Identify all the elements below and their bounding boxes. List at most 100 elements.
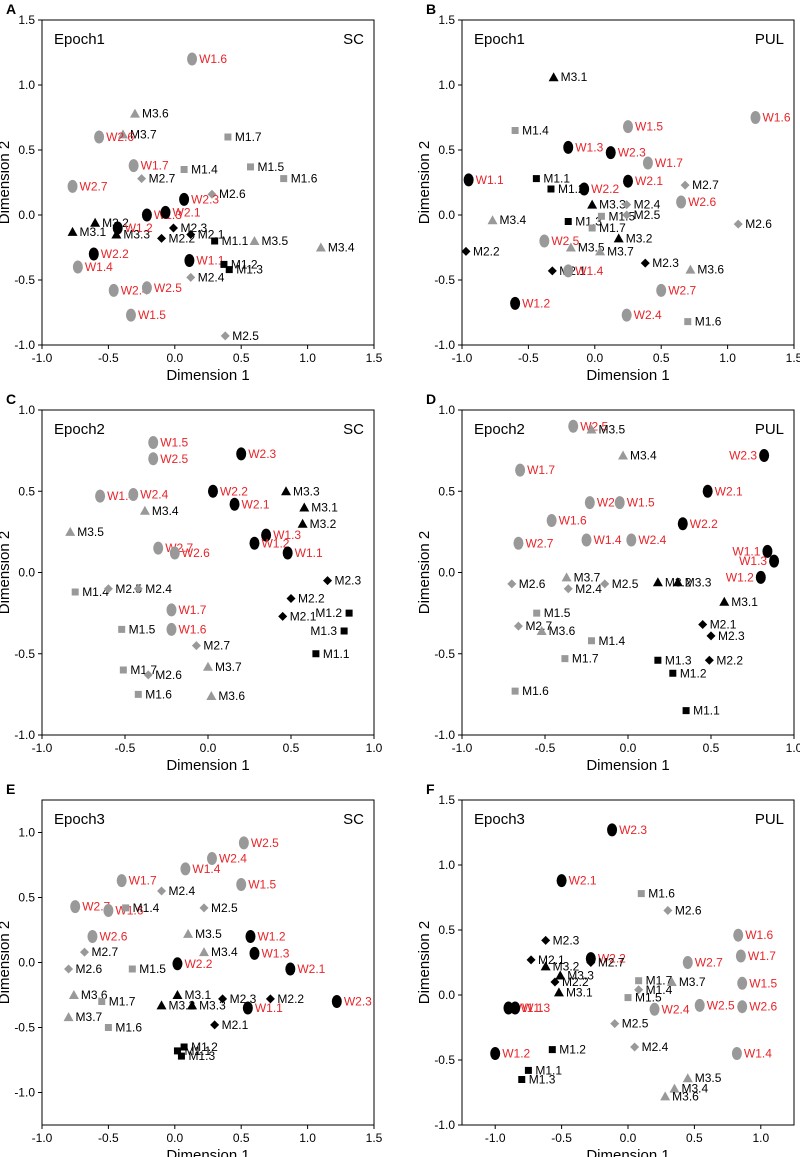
point-marker [180,1043,188,1051]
point-label: M3.1 [80,225,107,239]
x-tick-label: 1.0 [299,351,316,365]
point-marker [682,1073,693,1083]
epoch-label: Epoch2 [54,421,105,438]
point-marker [548,72,559,82]
y-tick-label: -1.0 [14,1086,35,1100]
point-label: M2.4 [575,582,602,596]
point-label: W2.1 [173,205,201,219]
point-label: M2.6 [219,187,246,201]
point-label: M2.7 [598,956,625,970]
point-marker [133,584,143,594]
point-marker [640,258,650,268]
point-marker [104,1024,112,1031]
point-label: M2.3 [230,992,257,1006]
point-label: W2.1 [242,497,270,511]
point-marker [759,449,770,462]
point-marker [735,949,746,963]
y-tick-label: -0.5 [14,1021,35,1035]
point-marker [561,572,572,582]
point-marker [137,174,147,184]
point-label: W1.4 [107,489,135,503]
x-tick-label: -0.5 [518,351,539,365]
point-marker [600,579,610,589]
point-marker [669,669,677,677]
point-label: M3.4 [500,213,527,227]
point-label: M1.1 [535,1063,562,1077]
region-label: SC [343,31,364,48]
point-label: M3.4 [152,504,179,518]
x-axis-title: Dimension 1 [586,1147,669,1157]
y-tick-label: 1.0 [18,826,35,840]
point-marker [518,1076,526,1083]
point-marker [463,173,474,187]
point-label: M3.2 [310,517,337,531]
x-tick-label: -1.0 [32,1131,53,1145]
x-axis-title: Dimension 1 [586,757,669,774]
point-label: W2.4 [638,533,666,547]
point-label: M3.1 [311,501,338,515]
panel-letter: E [6,781,15,797]
point-label: M1.2 [680,666,707,680]
point-marker [656,283,667,297]
point-marker [540,961,551,971]
y-tick-label: 1.0 [18,78,35,92]
point-label: M1.2 [559,1043,586,1057]
y-tick-label: 1.5 [438,793,455,807]
y-tick-label: 1.0 [438,403,455,417]
point-marker [622,200,632,210]
point-marker [702,484,713,498]
point-label: M1.5 [257,160,284,174]
point-marker [532,175,540,183]
y-tick-label: -0.5 [434,1053,455,1067]
point-marker [191,641,201,651]
x-tick-label: 0.0 [166,1131,183,1145]
point-marker [682,956,693,969]
plot-frame [41,19,375,346]
point-label: M2.2 [298,592,325,606]
panel-f: F Epoch3 PUL -1.0 -0.5 0.0 0.5 1.0 -1.0 -0.5 0.0 0.… [416,781,795,1157]
point-label: W2.1 [635,174,663,188]
point-label: M2.7 [203,639,230,653]
point-label: M3.1 [184,988,211,1002]
point-marker [704,655,714,665]
region-label: PUL [755,31,784,48]
point-marker [249,236,260,245]
point-marker [490,1047,501,1060]
x-tick-label: 0.5 [686,1131,703,1145]
point-marker [88,247,99,261]
point-marker [548,1046,556,1054]
x-tick-label: -1.0 [32,741,53,755]
point-marker [622,210,632,220]
region-label: PUL [755,421,784,438]
point-marker [680,180,690,190]
point-label: M1.1 [543,172,570,186]
point-label: M2.7 [692,178,719,192]
point-marker [637,890,645,898]
point-label: W2.7 [695,956,723,970]
point-label: W1.5 [749,976,777,990]
x-tick-label: 0.0 [620,741,637,755]
point-marker [737,1000,748,1014]
point-label: W1.2 [125,221,153,235]
point-marker [635,977,643,985]
point-label: M1.4 [82,585,109,599]
x-tick-label: 1.0 [366,741,383,755]
point-label: W1.3 [522,1001,550,1015]
point-marker [755,570,766,584]
y-axis-title: Dimension 2 [0,141,13,224]
y-axis-title: Dimension 2 [0,531,13,614]
point-marker [626,533,637,547]
panel-letter: B [426,1,436,17]
point-marker [67,226,78,236]
point-label: M1.6 [648,887,675,901]
point-label: M1.6 [291,172,318,186]
point-marker [187,52,198,66]
point-marker [607,823,618,837]
point-label: W2.2 [690,517,718,531]
point-marker [581,533,592,547]
point-label: M2.4 [642,1040,669,1054]
point-label: W1.3 [739,554,767,568]
point-marker [157,233,167,243]
point-marker [148,436,159,449]
point-marker [511,687,519,695]
